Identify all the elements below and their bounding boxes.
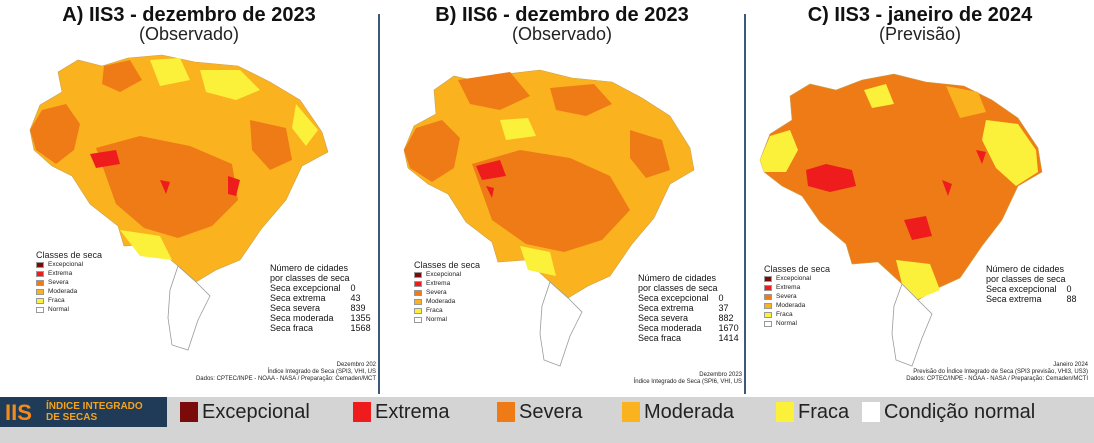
legend-item: Moderada — [764, 301, 811, 310]
stat-row: Seca moderada 1355 — [270, 313, 371, 323]
map-panel-a: A) IIS3 - dezembro de 2023 (Observado) C… — [0, 0, 378, 395]
stat-row: Seca excepcional 0 — [638, 293, 724, 303]
map-panel-b: B) IIS6 - dezembro de 2023 (Observado) C… — [380, 0, 744, 395]
city-count-stats: Número de cidades por classes de seca Se… — [638, 273, 739, 343]
legend-item: Extrema — [36, 269, 83, 278]
panel-subtitle: (Previsão) — [878, 24, 962, 44]
map-credits: Dezembro 2023 Índice Integrado de Seca (… — [633, 372, 742, 385]
brazil-drought-map — [29, 54, 329, 351]
map-credits: Janeiro 2024 Previsão do Índice Integrad… — [906, 362, 1088, 382]
legend: Excepcional Extrema Severa Moderada Frac… — [414, 270, 461, 324]
brazil-drought-map — [403, 69, 695, 367]
panel-divider — [378, 14, 380, 394]
legend-item: Moderada — [36, 287, 83, 296]
legend-item: Normal — [764, 319, 811, 328]
stat-row: Seca fraca 1414 — [638, 333, 739, 343]
legend-item: Normal — [414, 315, 461, 324]
panel-title: C) IIS3 - janeiro de 2024 — [807, 4, 1033, 26]
legend-title: Classes de seca — [764, 264, 831, 274]
stat-row: Seca excepcional 0 — [986, 284, 1072, 294]
panel-subtitle: (Observado) — [138, 24, 240, 44]
legend: Excepcional Extrema Severa Moderada Frac… — [36, 260, 83, 314]
class-normal: Condição normal — [862, 401, 1035, 423]
class-excepcional: Excepcional — [180, 401, 310, 423]
legend-title: Classes de seca — [414, 260, 481, 270]
class-moderada: Moderada — [622, 401, 734, 423]
legend-item: Excepcional — [36, 260, 83, 269]
stat-row: Seca fraca 1568 — [270, 323, 371, 333]
city-count-stats: Número de cidades por classes de seca Se… — [270, 263, 371, 333]
iis-logo: IIS ÍNDICE INTEGRADO DE SECAS — [0, 397, 167, 427]
legend-item: Fraca — [414, 306, 461, 315]
class-extrema: Extrema — [353, 401, 449, 423]
stat-row: Seca severa 839 — [270, 303, 366, 313]
stat-row: Seca extrema 88 — [986, 294, 1077, 304]
legend-item: Excepcional — [764, 274, 811, 283]
legend-item: Fraca — [36, 296, 83, 305]
legend-item: Moderada — [414, 297, 461, 306]
legend-item: Severa — [36, 278, 83, 287]
drought-class-bar: IIS ÍNDICE INTEGRADO DE SECAS Excepciona… — [0, 397, 1094, 443]
stat-row: Seca moderada 1670 — [638, 323, 739, 333]
class-fraca: Fraca — [776, 401, 849, 423]
stat-row: Seca extrema 37 — [638, 303, 729, 313]
panel-subtitle: (Observado) — [511, 24, 613, 44]
panel-title: B) IIS6 - dezembro de 2023 — [435, 4, 689, 26]
legend-item: Extrema — [414, 279, 461, 288]
legend-title: Classes de seca — [36, 250, 103, 260]
city-count-stats: Número de cidades por classes de seca Se… — [986, 264, 1077, 304]
legend-item: Normal — [36, 305, 83, 314]
panel-title: A) IIS3 - dezembro de 2023 — [62, 4, 316, 26]
legend-item: Severa — [764, 292, 811, 301]
legend-item: Extrema — [764, 283, 811, 292]
legend-item: Severa — [414, 288, 461, 297]
stat-row: Seca extrema 43 — [270, 293, 361, 303]
map-panel-c: C) IIS3 - janeiro de 2024 (Previsão) Cla… — [746, 0, 1094, 395]
brazil-drought-map — [759, 73, 1043, 367]
class-severa: Severa — [497, 401, 582, 423]
map-credits: Dezembro 202 Índice Integrado de Seca (S… — [195, 362, 376, 382]
legend-item: Fraca — [764, 310, 811, 319]
stat-row: Seca excepcional 0 — [270, 283, 356, 293]
stat-row: Seca severa 882 — [638, 313, 734, 323]
legend: Excepcional Extrema Severa Moderada Frac… — [764, 274, 811, 328]
panel-divider — [744, 14, 746, 394]
legend-item: Excepcional — [414, 270, 461, 279]
